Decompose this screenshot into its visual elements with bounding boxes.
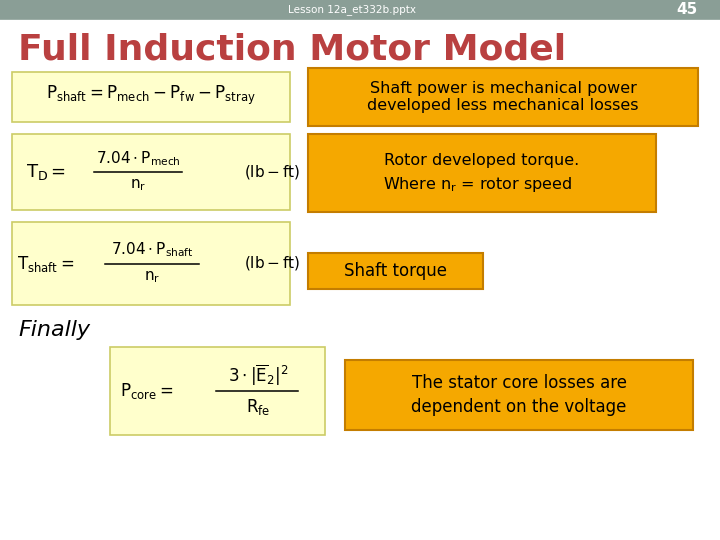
Text: Shaft torque: Shaft torque: [344, 262, 447, 280]
FancyBboxPatch shape: [308, 253, 483, 289]
Text: Full Induction Motor Model: Full Induction Motor Model: [18, 33, 566, 67]
FancyBboxPatch shape: [345, 360, 693, 430]
FancyBboxPatch shape: [12, 222, 290, 305]
FancyBboxPatch shape: [308, 68, 698, 126]
Text: Shaft power is mechanical power
developed less mechanical losses: Shaft power is mechanical power develope…: [367, 81, 639, 113]
FancyBboxPatch shape: [12, 72, 290, 122]
Text: $\mathsf{R_{fe}}$: $\mathsf{R_{fe}}$: [246, 397, 270, 417]
Text: $\mathsf{7.04 \cdot P_{shaft}}$: $\mathsf{7.04 \cdot P_{shaft}}$: [111, 240, 194, 259]
Text: $\mathsf{(lb - ft)}$: $\mathsf{(lb - ft)}$: [244, 163, 300, 181]
FancyBboxPatch shape: [110, 347, 325, 435]
Text: $\mathsf{n_r}$: $\mathsf{n_r}$: [130, 177, 146, 193]
FancyBboxPatch shape: [308, 134, 656, 212]
Text: $\mathsf{3 \cdot |\overline{E}_2|^2}$: $\mathsf{3 \cdot |\overline{E}_2|^2}$: [228, 362, 288, 388]
FancyBboxPatch shape: [0, 0, 720, 19]
FancyBboxPatch shape: [12, 134, 290, 210]
Text: $\mathsf{(lb - ft)}$: $\mathsf{(lb - ft)}$: [244, 254, 300, 273]
Text: Rotor developed torque.: Rotor developed torque.: [384, 153, 580, 168]
Text: The stator core losses are: The stator core losses are: [412, 374, 626, 392]
Text: $\mathsf{n_r}$: $\mathsf{n_r}$: [144, 269, 160, 285]
Text: dependent on the voltage: dependent on the voltage: [411, 398, 626, 416]
Text: Where $\mathsf{n_r}$ = rotor speed: Where $\mathsf{n_r}$ = rotor speed: [383, 176, 572, 194]
Text: $\mathsf{P_{core} =}$: $\mathsf{P_{core} =}$: [120, 381, 174, 401]
Text: $\mathsf{P_{shaft} = P_{mech} - P_{fw} - P_{stray}}$: $\mathsf{P_{shaft} = P_{mech} - P_{fw} -…: [46, 83, 256, 106]
Text: $\mathsf{T_{shaft} =}$: $\mathsf{T_{shaft} =}$: [17, 253, 74, 273]
Text: $\mathsf{T_D =}$: $\mathsf{T_D =}$: [26, 162, 66, 182]
Text: Lesson 12a_et332b.pptx: Lesson 12a_et332b.pptx: [288, 4, 416, 16]
Text: Finally: Finally: [18, 320, 90, 340]
Text: 45: 45: [677, 3, 698, 17]
Text: $\mathsf{7.04 \cdot P_{mech}}$: $\mathsf{7.04 \cdot P_{mech}}$: [96, 150, 181, 168]
